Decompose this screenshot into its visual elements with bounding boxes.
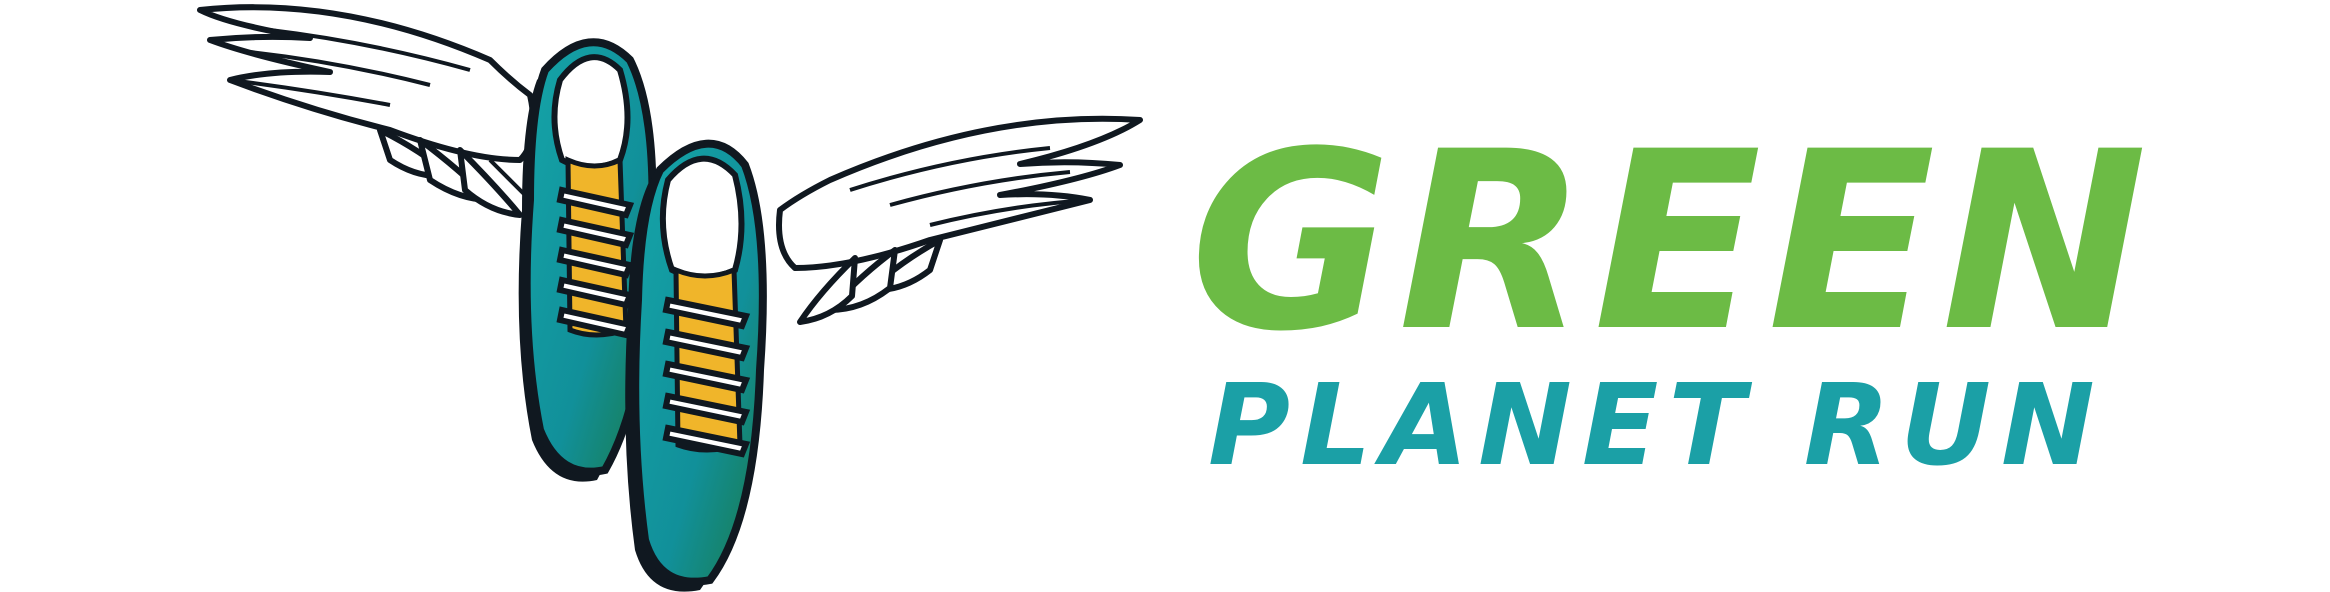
brand-title-planet-run: PLANET RUN bbox=[1208, 361, 2105, 491]
right-wing bbox=[776, 115, 1143, 325]
wordmark: GREEN PLANET RUN bbox=[1190, 100, 2154, 491]
left-shoe bbox=[518, 38, 657, 482]
brand-title-green: GREEN bbox=[1190, 100, 2154, 386]
winged-running-shoes-icon bbox=[197, 4, 1143, 592]
left-wing bbox=[197, 4, 537, 218]
right-shoe bbox=[625, 139, 767, 592]
